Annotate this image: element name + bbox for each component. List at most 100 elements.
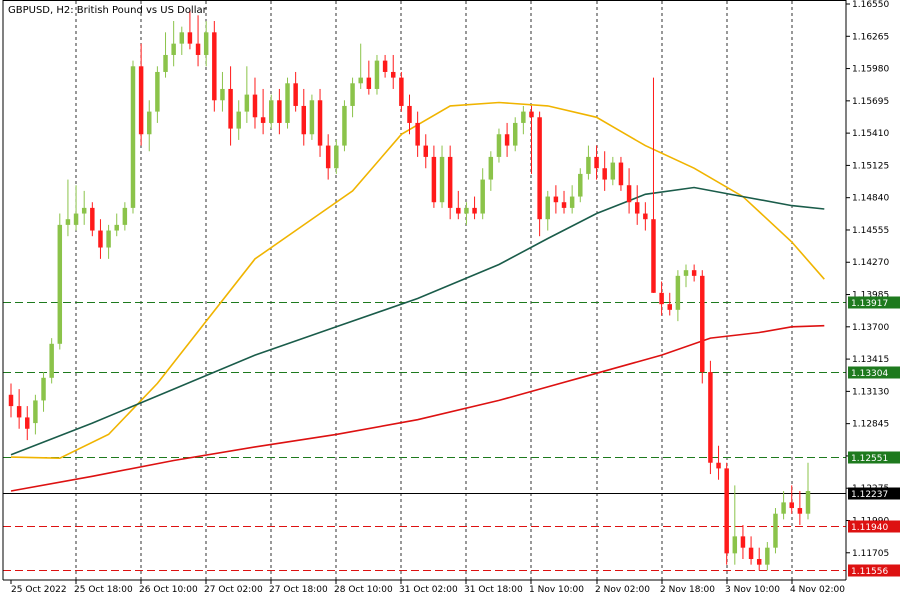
- candle-body: [578, 173, 583, 197]
- horizontal-levels: [3, 302, 846, 571]
- candle: [277, 88, 282, 135]
- candle-body: [561, 202, 567, 208]
- candle: [334, 139, 339, 174]
- y-tick-label: 1.12845: [852, 420, 889, 430]
- candle: [643, 202, 648, 231]
- candle-body: [480, 179, 485, 214]
- candle: [732, 485, 738, 565]
- candle-body: [163, 54, 168, 72]
- candle: [399, 71, 404, 112]
- candle-body: [708, 372, 713, 463]
- candle-body: [374, 60, 380, 89]
- candle-body: [716, 462, 721, 469]
- candle: [122, 202, 128, 231]
- candle-body: [325, 145, 331, 169]
- candle-body: [594, 156, 599, 169]
- candle: [285, 77, 290, 129]
- candle: [195, 15, 201, 67]
- candle-body: [439, 156, 445, 203]
- candle-body: [643, 213, 648, 220]
- candle-body: [756, 559, 762, 565]
- candle-body: [49, 343, 54, 378]
- level-price-label: 1.12237: [851, 490, 888, 500]
- candle-body: [285, 83, 290, 123]
- level-price-box: [848, 296, 900, 309]
- candle: [618, 156, 624, 191]
- candle-body: [415, 122, 420, 146]
- candle: [236, 100, 241, 140]
- candle-body: [244, 94, 250, 112]
- candle-body: [366, 77, 372, 89]
- candle-body: [16, 406, 22, 418]
- candle-body: [651, 219, 656, 293]
- candle-body: [399, 77, 404, 106]
- candle: [691, 264, 697, 282]
- candle-body: [553, 196, 559, 203]
- x-tick-label: 3 Nov 10:00: [725, 585, 780, 595]
- candle: [228, 66, 233, 146]
- candle: [163, 32, 168, 78]
- moving-average-line: [10, 101, 825, 460]
- level-price-box: [848, 487, 900, 500]
- candle-body: [114, 224, 119, 231]
- candle: [366, 60, 372, 95]
- candle: [488, 151, 494, 191]
- candle: [773, 508, 778, 554]
- x-tick-label: 2 Nov 02:00: [595, 585, 650, 595]
- candle: [781, 491, 786, 520]
- candle: [805, 462, 811, 520]
- candle-body: [724, 468, 729, 554]
- candle: [439, 145, 445, 208]
- y-tick-label: 1.13130: [852, 387, 889, 397]
- x-tick-label: 27 Oct 02:00: [204, 585, 263, 595]
- candle-body: [212, 32, 217, 101]
- x-tick-label: 2 Nov 18:00: [660, 585, 715, 595]
- candle: [610, 156, 616, 186]
- candle-body: [659, 292, 664, 305]
- candle-body: [732, 536, 738, 554]
- candle-body: [496, 134, 502, 157]
- y-tick-label: 1.14840: [852, 194, 889, 204]
- candle: [90, 202, 95, 237]
- candle-body: [431, 156, 437, 203]
- candle: [423, 134, 429, 169]
- candle: [358, 43, 363, 89]
- candle-body: [407, 105, 412, 123]
- candle: [626, 168, 632, 214]
- candle: [553, 185, 559, 214]
- candle: [447, 145, 453, 220]
- x-tick-label: 25 Oct 18:00: [74, 585, 133, 595]
- y-tick-label: 1.11705: [852, 549, 889, 559]
- candle: [683, 264, 689, 288]
- candle: [260, 88, 266, 135]
- candle: [748, 536, 754, 565]
- candle: [586, 145, 591, 180]
- x-tick-label: 28 Oct 10:00: [334, 585, 393, 595]
- candle-body: [277, 100, 282, 123]
- x-tick-label: 31 Oct 18:00: [464, 585, 523, 595]
- candle-body: [195, 43, 201, 55]
- candle-body: [187, 32, 193, 44]
- candle: [33, 394, 38, 435]
- candles: [8, 9, 811, 571]
- candle-body: [98, 230, 103, 248]
- y-tick-label: 1.15125: [852, 161, 889, 171]
- candle: [765, 542, 770, 571]
- candle: [114, 213, 119, 237]
- candle: [155, 66, 160, 123]
- level-price-label: 1.11940: [851, 523, 888, 533]
- candle: [415, 111, 420, 157]
- candle-body: [626, 185, 632, 203]
- candle: [569, 185, 575, 214]
- candle: [521, 105, 526, 135]
- candle: [472, 196, 477, 220]
- candle-body: [228, 88, 233, 129]
- candle: [496, 128, 502, 163]
- candle: [456, 190, 461, 220]
- y-tick-label: 1.13700: [852, 323, 889, 333]
- candle: [431, 145, 437, 208]
- candle: [464, 202, 469, 225]
- candle-body: [472, 207, 477, 214]
